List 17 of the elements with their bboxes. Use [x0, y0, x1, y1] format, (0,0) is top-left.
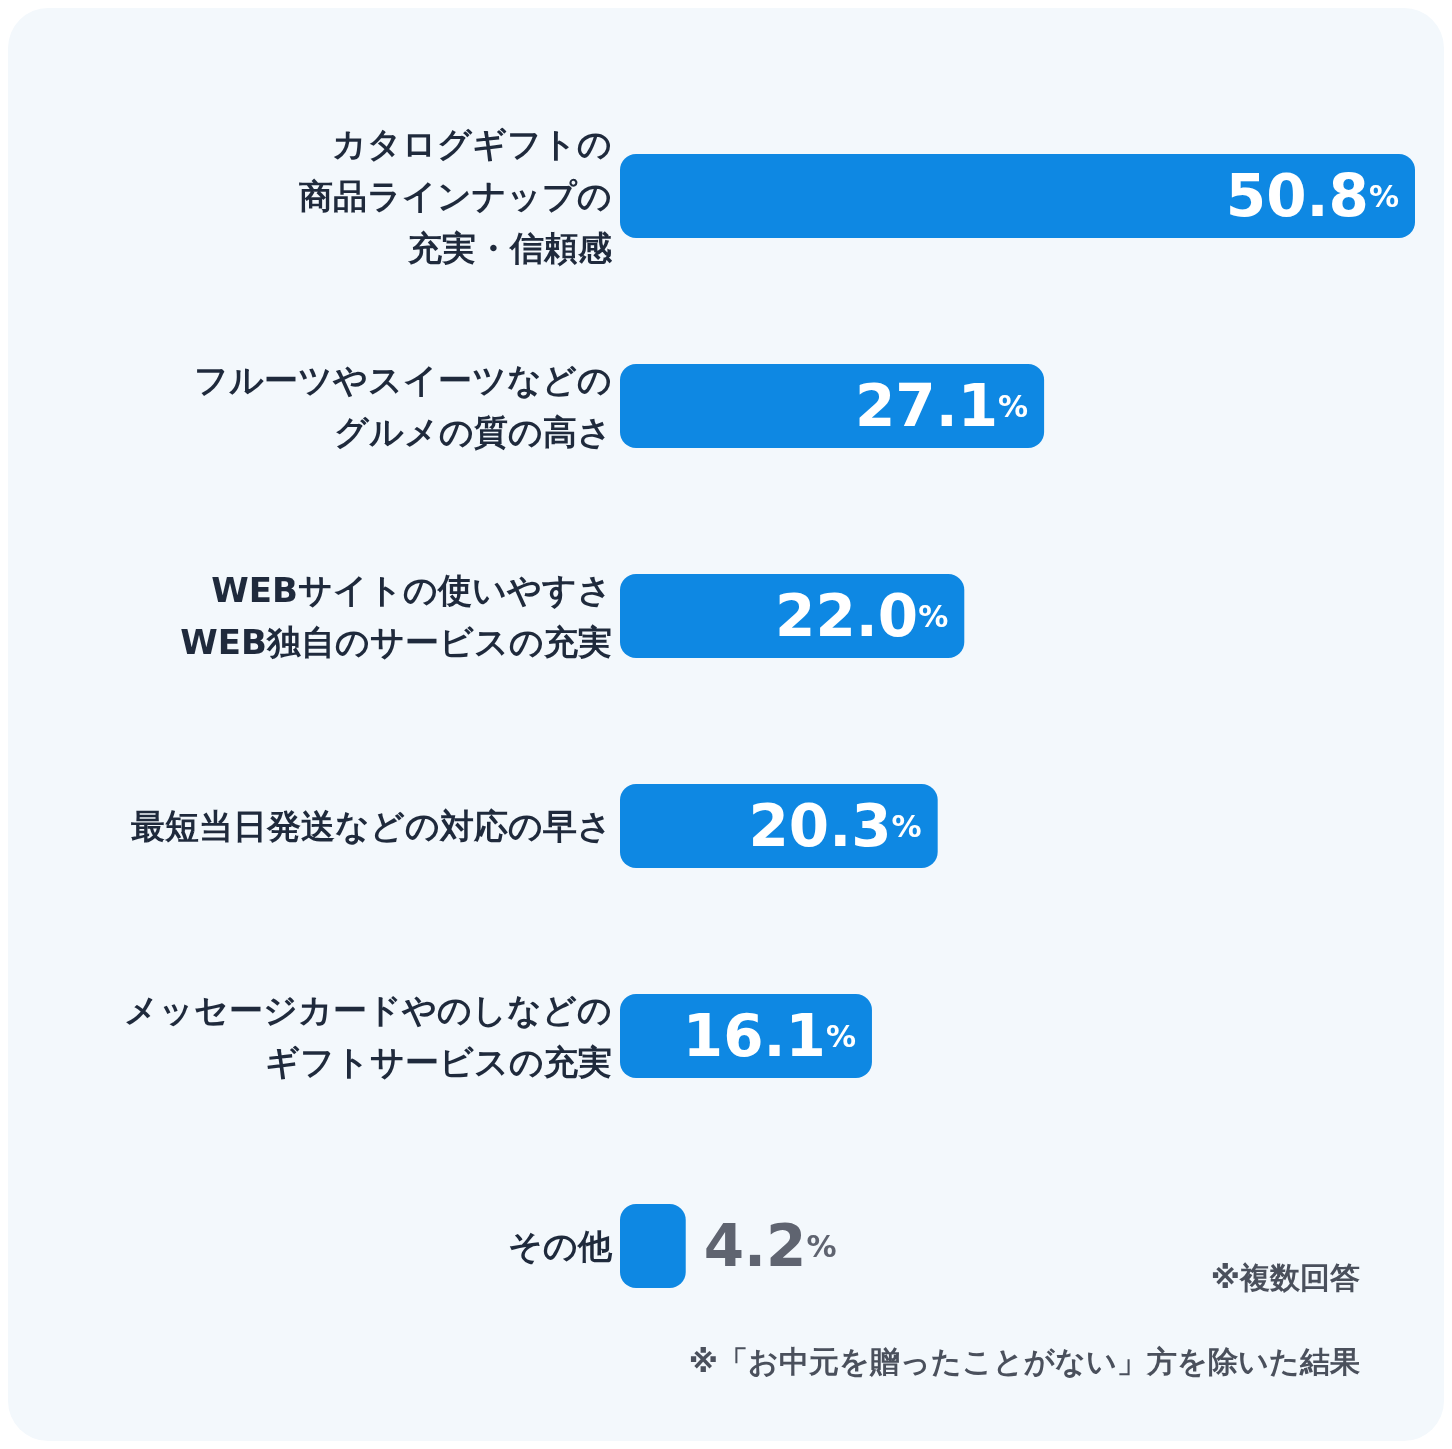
bar: [620, 1204, 686, 1288]
bar: [620, 364, 1045, 448]
data-label: 4.2%: [703, 1212, 837, 1280]
y-tick-label: 最短当日発送などの対応の早さ: [131, 806, 612, 846]
data-label: 16.1%: [682, 1002, 856, 1070]
data-label: 50.8%: [1225, 162, 1399, 230]
y-tick-label: カタログギフトの商品ラインナップの充実・信頼感: [299, 124, 613, 268]
y-tick-label: フルーツやスイーツなどのグルメの質の高さ: [194, 360, 612, 452]
y-tick-label: メッセージカードやのしなどのギフトサービスの充実: [124, 990, 612, 1082]
annotation: ※複数回答: [1210, 1259, 1360, 1297]
annotation: ※「お中元を贈ったことがない」方を除いた結果: [688, 1343, 1360, 1381]
data-label: 20.3%: [748, 792, 922, 860]
y-tick-label: WEBサイトの使いやすさWEB独自のサービスの充実: [180, 570, 612, 662]
data-label: 27.1%: [854, 372, 1029, 440]
bar: [620, 154, 1415, 238]
y-tick-label: その他: [508, 1226, 613, 1266]
data-label: 22.0%: [775, 582, 949, 650]
